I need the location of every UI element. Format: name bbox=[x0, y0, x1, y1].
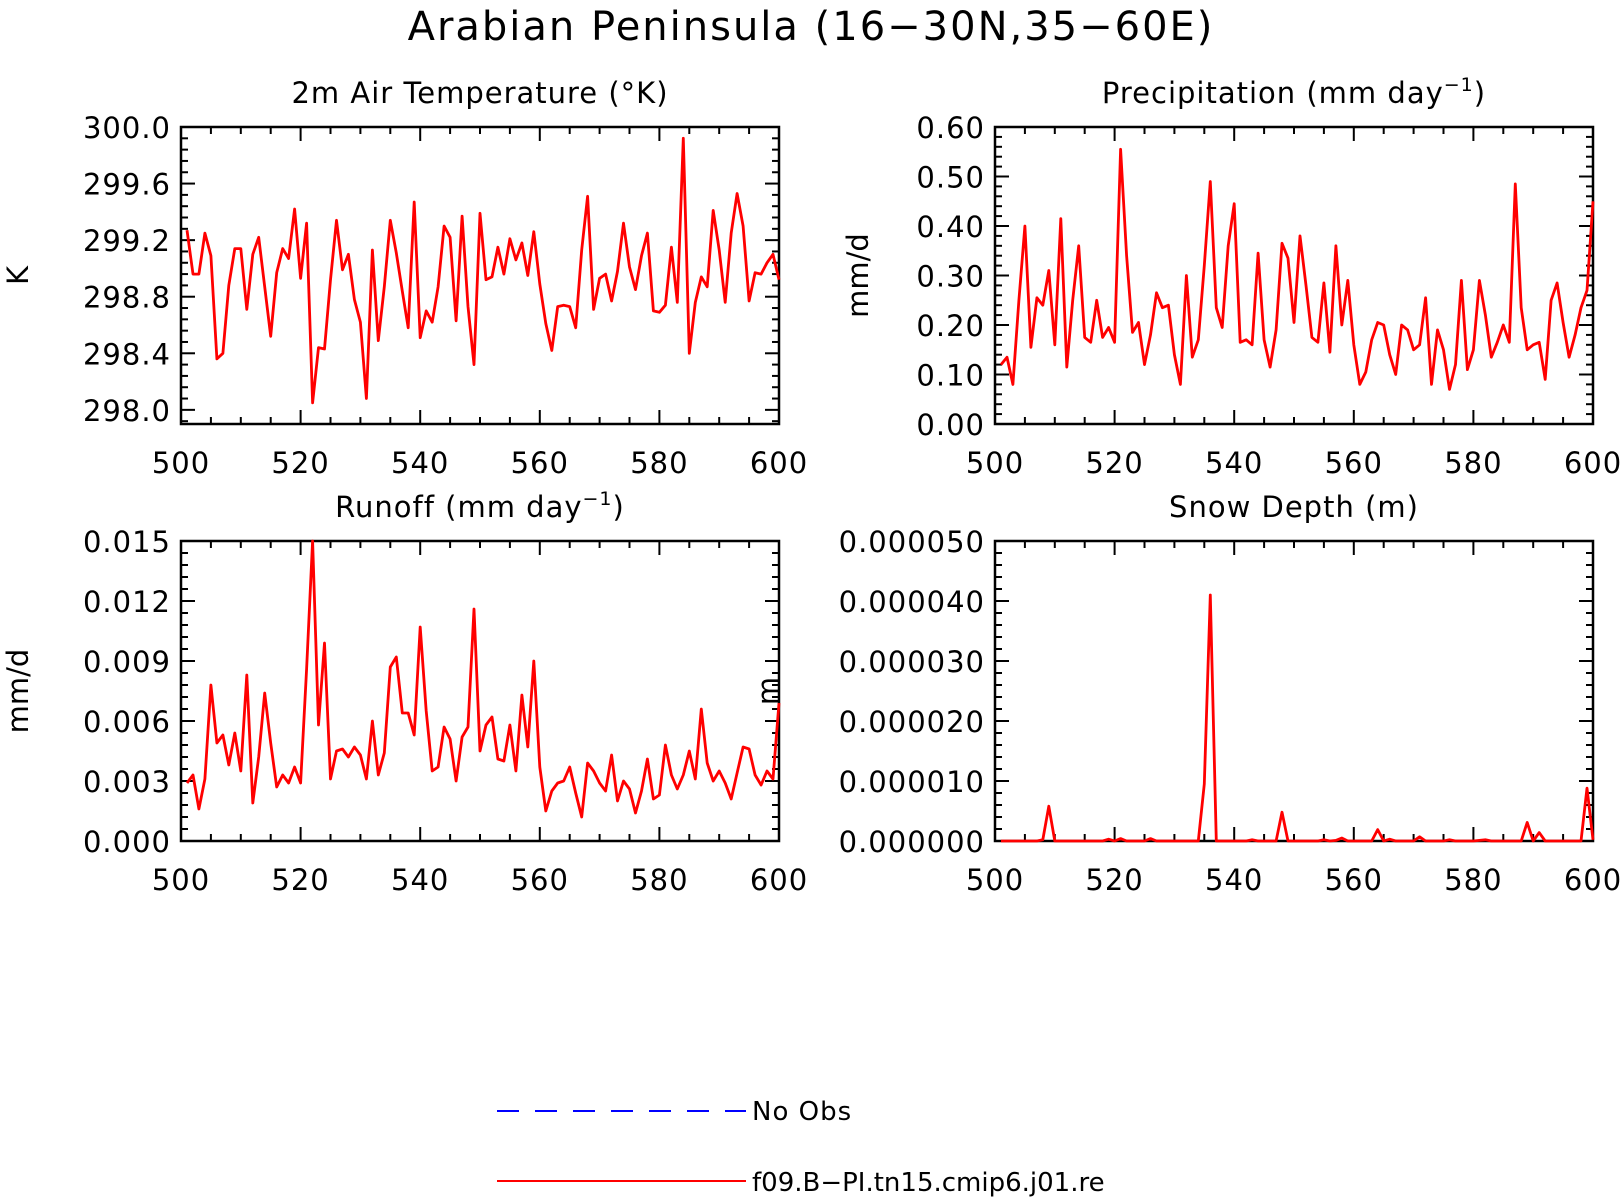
y-tick-label: 0.10 bbox=[916, 359, 985, 393]
x-tick-label: 520 bbox=[271, 863, 329, 897]
y-tick-label: 0.000000 bbox=[839, 825, 985, 859]
x-tick-label: 580 bbox=[1444, 446, 1502, 480]
x-tick-label: 600 bbox=[750, 446, 808, 480]
x-tick-label: 520 bbox=[1085, 446, 1143, 480]
series-line bbox=[999, 147, 1595, 391]
x-tick-label: 500 bbox=[966, 863, 1024, 897]
y-tick-label: 0.40 bbox=[916, 210, 985, 244]
x-tick-label: 580 bbox=[630, 863, 688, 897]
y-axis-label: mm/d bbox=[841, 233, 875, 318]
y-tick-label: 0.012 bbox=[83, 585, 171, 619]
y-tick-label: 0.50 bbox=[916, 161, 985, 195]
series-line bbox=[1001, 593, 1595, 843]
plot-frame bbox=[179, 125, 781, 426]
y-tick-label: 298.8 bbox=[83, 281, 171, 315]
y-tick-label: 0.30 bbox=[916, 260, 985, 294]
x-tick-label: 560 bbox=[511, 446, 569, 480]
y-tick-label: 0.00 bbox=[916, 408, 985, 442]
panel-title: Runoff (mm day−1) bbox=[335, 488, 625, 524]
x-tick-label: 500 bbox=[152, 863, 210, 897]
y-tick-label: 300.0 bbox=[83, 111, 171, 145]
panel-air-temperature: 2m Air Temperature (°K) K 500 520 540 560 580 6… bbox=[1, 76, 808, 480]
series-line bbox=[185, 539, 781, 819]
y-tick-label: 0.20 bbox=[916, 309, 985, 343]
x-tick-label: 500 bbox=[152, 446, 210, 480]
y-tick-label: 0.006 bbox=[83, 705, 171, 739]
y-tick-label: 0.000010 bbox=[839, 765, 985, 799]
y-tick-label: 0.000020 bbox=[839, 705, 985, 739]
y-axis-label: K bbox=[1, 265, 35, 285]
y-axis-label: mm/d bbox=[1, 649, 35, 734]
x-tick-label: 600 bbox=[1564, 446, 1622, 480]
x-tick-label: 580 bbox=[630, 446, 688, 480]
series-line bbox=[185, 136, 781, 405]
plot-frame bbox=[179, 539, 781, 843]
x-tick-label: 600 bbox=[750, 863, 808, 897]
y-tick-label: 0.003 bbox=[83, 765, 171, 799]
x-tick-label: 560 bbox=[1325, 863, 1383, 897]
panel-title: 2m Air Temperature (°K) bbox=[291, 76, 668, 110]
y-tick-label: 299.2 bbox=[83, 224, 171, 258]
x-tick-label: 520 bbox=[271, 446, 329, 480]
plot-frame bbox=[993, 125, 1595, 426]
panel-title: Precipitation (mm day−1) bbox=[1102, 74, 1486, 110]
panel-title: Snow Depth (m) bbox=[1169, 490, 1419, 524]
panel-snow-depth: Snow Depth (m) m 500 520 540 560 580 600 0.00000… bbox=[751, 490, 1622, 897]
y-tick-label: 0.009 bbox=[83, 645, 171, 679]
x-tick-label: 520 bbox=[1085, 863, 1143, 897]
y-tick-label: 298.0 bbox=[83, 394, 171, 428]
y-tick-label: 0.000 bbox=[83, 825, 171, 859]
plot-frame bbox=[993, 539, 1595, 843]
legend-obs-label: No Obs bbox=[752, 1097, 852, 1127]
x-tick-label: 540 bbox=[391, 863, 449, 897]
y-tick-label: 0.000030 bbox=[839, 645, 985, 679]
x-tick-label: 580 bbox=[1444, 863, 1502, 897]
panel-runoff: Runoff (mm day−1) mm/d 500 520 540 560 580 600 0… bbox=[1, 488, 808, 897]
y-tick-label: 0.000050 bbox=[839, 525, 985, 559]
x-tick-label: 540 bbox=[391, 446, 449, 480]
x-tick-label: 600 bbox=[1564, 863, 1622, 897]
y-axis-label: m bbox=[751, 677, 785, 705]
legend-model-label: f09.B−PI.tn15.cmip6.j01.re bbox=[752, 1168, 1105, 1198]
page-title: Arabian Peninsula (16−30N,35−60E) bbox=[408, 4, 1215, 50]
y-tick-label: 0.60 bbox=[916, 111, 985, 145]
x-tick-label: 500 bbox=[966, 446, 1024, 480]
legend: No Obs f09.B−PI.tn15.cmip6.j01.re bbox=[497, 1097, 1105, 1198]
y-tick-label: 0.015 bbox=[83, 525, 171, 559]
panel-precipitation: Precipitation (mm day−1) mm/d 500 520 540 560… bbox=[841, 74, 1622, 480]
y-tick-label: 298.4 bbox=[83, 337, 171, 371]
y-tick-label: 299.6 bbox=[83, 168, 171, 202]
x-tick-label: 560 bbox=[511, 863, 569, 897]
x-tick-label: 540 bbox=[1205, 863, 1263, 897]
x-tick-label: 540 bbox=[1205, 446, 1263, 480]
y-tick-label: 0.000040 bbox=[839, 585, 985, 619]
x-tick-label: 560 bbox=[1325, 446, 1383, 480]
